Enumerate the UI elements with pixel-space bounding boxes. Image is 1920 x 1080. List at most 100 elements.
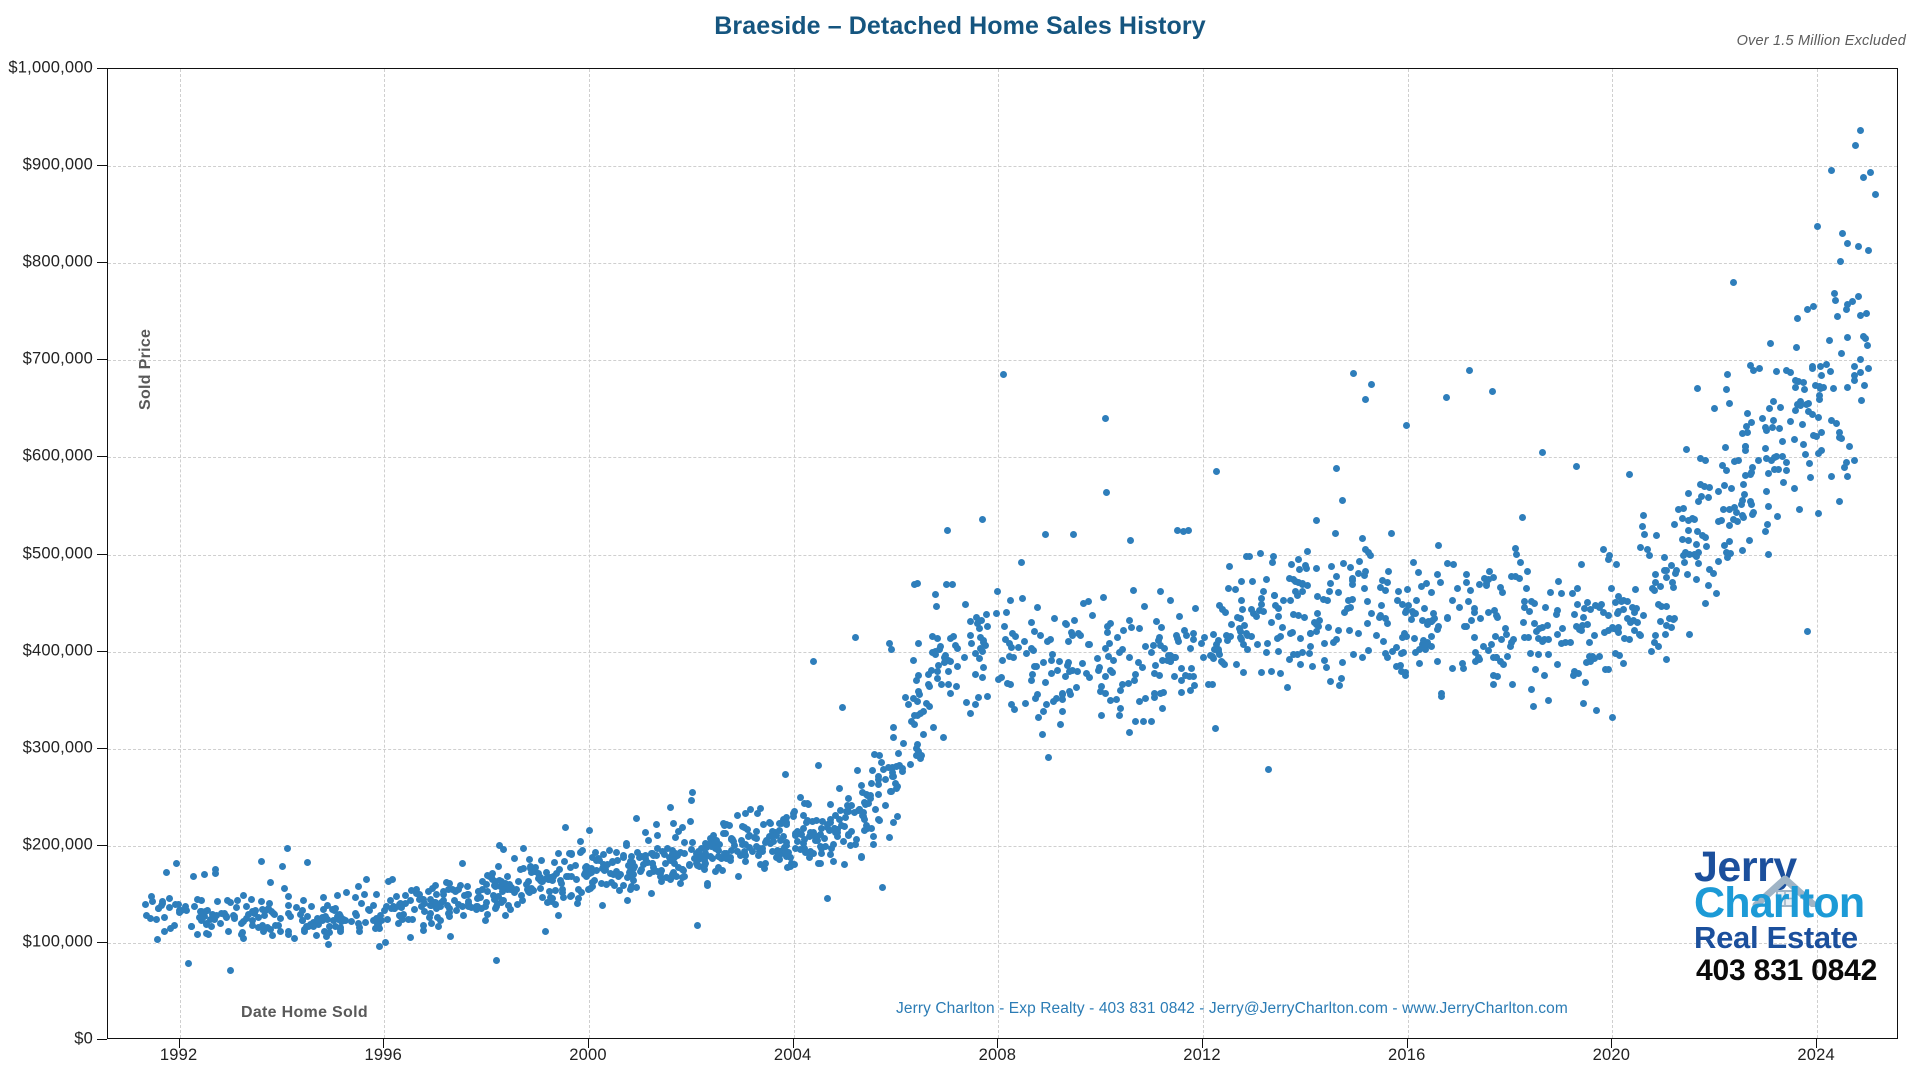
data-point — [334, 891, 342, 899]
data-point — [1679, 514, 1687, 522]
data-point — [177, 906, 185, 914]
data-point — [967, 710, 975, 718]
data-point — [637, 868, 645, 876]
data-point — [687, 846, 695, 854]
data-point — [1049, 697, 1057, 705]
data-point — [1685, 537, 1693, 545]
data-point — [1652, 571, 1660, 579]
data-point — [1007, 596, 1015, 604]
data-point — [1778, 453, 1786, 461]
data-point — [914, 697, 922, 705]
data-point — [679, 823, 687, 831]
data-point — [783, 814, 791, 822]
data-point — [1735, 457, 1743, 465]
data-point — [1475, 655, 1483, 663]
data-point — [627, 853, 635, 861]
data-point — [526, 856, 534, 864]
data-point — [861, 800, 869, 808]
data-point — [1518, 513, 1526, 521]
data-point — [1348, 574, 1356, 582]
data-point — [1851, 456, 1859, 464]
data-point — [719, 866, 727, 874]
data-point — [262, 925, 270, 933]
brand-logo[interactable]: Jerry Charlton Real Estate 403 831 0842 — [1694, 845, 1909, 1000]
data-point — [601, 862, 609, 870]
data-point — [1267, 619, 1275, 627]
data-point — [1421, 604, 1429, 612]
data-point — [1572, 463, 1580, 471]
data-point — [1772, 367, 1780, 375]
data-point — [614, 856, 622, 864]
data-point — [1110, 657, 1118, 665]
logo-phone-number[interactable]: 403 831 0842 — [1696, 954, 1878, 987]
data-point — [984, 622, 992, 630]
data-point — [1817, 446, 1825, 454]
data-point — [1504, 652, 1512, 660]
data-point — [1503, 630, 1511, 638]
data-point — [1218, 658, 1226, 666]
data-point — [1605, 626, 1613, 634]
data-point — [280, 885, 288, 893]
data-point — [1822, 361, 1830, 369]
data-point — [1512, 545, 1520, 553]
data-point — [1775, 425, 1783, 433]
data-point — [425, 888, 433, 896]
data-point — [1520, 597, 1528, 605]
data-point — [1404, 586, 1412, 594]
data-point — [1332, 573, 1340, 581]
data-point — [1697, 455, 1705, 463]
data-point — [1394, 596, 1402, 604]
data-point — [222, 913, 230, 921]
data-point — [1029, 646, 1037, 654]
data-point — [1388, 530, 1395, 538]
data-point — [1499, 660, 1507, 668]
data-point — [190, 902, 198, 910]
data-point — [1228, 620, 1236, 628]
y-axis-tick-mark — [97, 553, 107, 555]
data-point — [1703, 543, 1710, 551]
data-point — [258, 922, 266, 930]
data-point — [823, 823, 831, 831]
data-point — [947, 689, 955, 697]
data-point — [737, 852, 745, 860]
data-point — [1490, 573, 1498, 581]
data-point — [662, 860, 670, 868]
data-point — [586, 826, 594, 834]
data-point — [1427, 632, 1435, 640]
data-point — [749, 847, 757, 855]
data-point — [740, 823, 748, 831]
data-point — [786, 863, 794, 871]
data-point — [812, 817, 820, 825]
data-point — [841, 814, 849, 822]
data-point — [657, 878, 665, 886]
data-point — [623, 873, 631, 881]
data-point — [1237, 627, 1245, 635]
data-point — [806, 828, 814, 836]
data-point — [160, 914, 168, 922]
data-point — [1376, 614, 1384, 622]
data-point — [1047, 635, 1055, 643]
data-point — [1185, 527, 1193, 535]
data-point — [1292, 587, 1300, 595]
data-point — [1212, 640, 1220, 648]
data-point — [1210, 645, 1218, 653]
data-point — [716, 841, 724, 849]
data-point — [1733, 509, 1741, 517]
data-point — [817, 831, 825, 839]
data-point — [761, 864, 769, 872]
data-point — [407, 897, 415, 905]
contact-line[interactable]: Jerry Charlton - Exp Realty - 403 831 08… — [896, 1000, 1568, 1017]
data-point — [1258, 669, 1266, 677]
data-point — [303, 858, 311, 866]
data-point — [261, 906, 269, 914]
data-point — [499, 897, 507, 905]
data-point — [320, 928, 328, 936]
y-axis-tick-mark — [97, 747, 107, 749]
data-point — [1041, 679, 1049, 687]
data-point — [1755, 364, 1763, 372]
data-point — [632, 814, 640, 822]
data-point — [1296, 566, 1304, 574]
data-point — [1223, 637, 1231, 645]
data-point — [364, 905, 372, 913]
data-point — [993, 588, 1001, 596]
